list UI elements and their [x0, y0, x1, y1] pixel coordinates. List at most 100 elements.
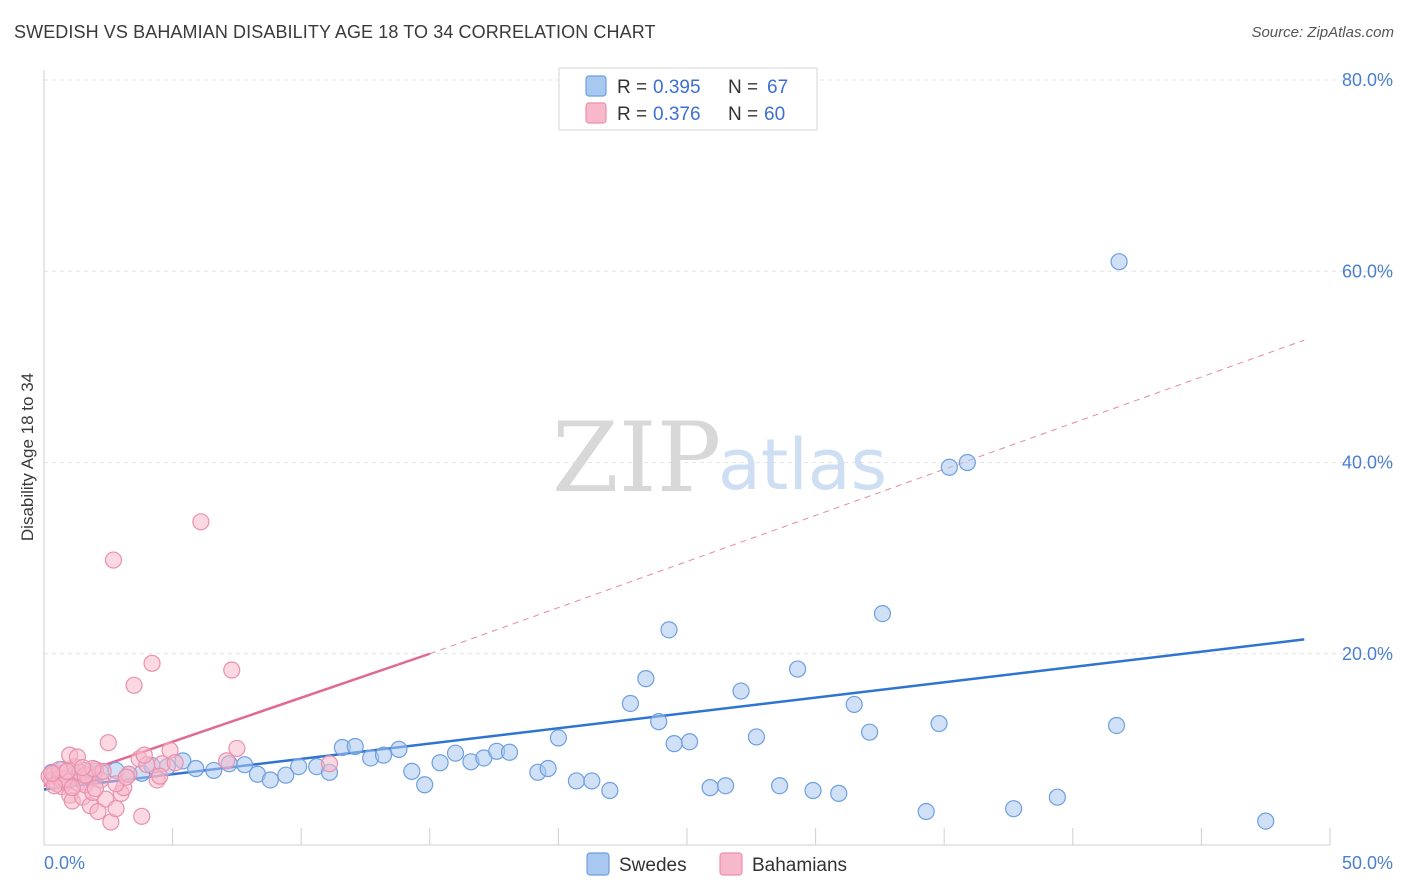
point-swedes-60 [845, 695, 863, 714]
trend-line-bahamians [43, 652, 431, 787]
point-swedes-49 [660, 621, 678, 639]
point-swedes-35 [446, 744, 465, 762]
point-swedes-44 [583, 772, 601, 790]
legend-swatch-bahamians [585, 102, 607, 124]
point-bahamians-54 [86, 779, 105, 798]
point-bahamians-58 [151, 767, 169, 785]
point-swedes-24 [290, 757, 308, 776]
point-swedes-66 [958, 453, 976, 472]
point-swedes-52 [701, 779, 719, 797]
point-swedes-64 [930, 714, 948, 733]
point-swedes-58 [804, 781, 822, 800]
point-bahamians-24 [104, 551, 123, 569]
point-bahamians-33 [143, 654, 161, 672]
point-bahamians-40 [228, 739, 246, 758]
point-swedes-33 [416, 776, 434, 794]
point-swedes-62 [873, 604, 892, 623]
x-tick-label-max: 50.0% [1342, 853, 1393, 873]
point-swedes-50 [665, 735, 683, 753]
point-bahamians-31 [133, 807, 151, 825]
bottom-legend: Swedes Bahamians [586, 852, 847, 876]
legend-r-value-swedes: 0.395 [653, 77, 701, 98]
point-swedes-56 [770, 777, 789, 795]
y-tick-label-20: 20.0% [1342, 644, 1393, 664]
x-tick-label-min: 0.0% [44, 853, 85, 873]
x-ticks [172, 828, 1331, 845]
point-bahamians-41 [218, 752, 236, 770]
point-swedes-20 [236, 756, 254, 774]
y-axis-label: Disability Age 18 to 34 [18, 373, 37, 541]
gridlines [44, 79, 1393, 655]
point-swedes-18 [205, 761, 223, 780]
point-bahamians-19 [89, 802, 107, 821]
legend-r-value-bahamians: 0.376 [653, 104, 701, 125]
point-bahamians-53 [320, 755, 339, 773]
point-swedes-67 [1005, 800, 1023, 818]
point-swedes-69 [1107, 716, 1126, 735]
point-swedes-30 [374, 746, 393, 764]
bottom-legend-label-swedes: Swedes [619, 855, 687, 876]
point-bahamians-56 [73, 758, 92, 777]
point-swedes-68 [1048, 788, 1066, 806]
source-credit: Source: ZipAtlas.com [1251, 24, 1394, 41]
point-bahamians-22 [99, 734, 117, 752]
point-bahamians-55 [58, 762, 76, 780]
trend-lines [43, 339, 1305, 791]
point-bahamians-38 [192, 513, 210, 531]
point-bahamians-25 [107, 800, 125, 818]
scatter-points [40, 253, 1275, 831]
bottom-legend-label-bahamians: Bahamians [752, 855, 847, 876]
point-swedes-59 [830, 784, 848, 802]
point-swedes-47 [637, 670, 655, 688]
legend-n-label-bahamians: N = [728, 104, 758, 125]
point-bahamians-50 [63, 779, 81, 797]
legend-box: R = 0.395 N = 67 R = 0.376 N = 60 [558, 67, 818, 131]
point-swedes-46 [621, 694, 640, 713]
watermark: ZIP atlas [552, 402, 887, 514]
point-swedes-51 [680, 733, 699, 751]
bottom-legend-swatch-bahamians [719, 852, 743, 876]
point-swedes-17 [187, 759, 205, 778]
point-swedes-31 [390, 740, 408, 758]
point-swedes-41 [539, 759, 557, 778]
trend-line-swedes [43, 638, 1305, 791]
bottom-legend-swatch-swedes [586, 852, 610, 876]
point-swedes-55 [747, 728, 766, 746]
point-swedes-42 [549, 729, 568, 747]
point-swedes-39 [500, 743, 519, 761]
y-tick-label-60: 60.0% [1342, 261, 1393, 281]
y-tick-label-40: 40.0% [1342, 453, 1393, 473]
point-swedes-28 [346, 737, 364, 756]
point-swedes-53 [716, 777, 735, 795]
point-swedes-45 [601, 781, 619, 800]
watermark-zip: ZIP [552, 402, 721, 514]
point-swedes-32 [403, 762, 421, 780]
legend-r-label-swedes: R = [617, 77, 647, 98]
point-swedes-65 [940, 458, 958, 476]
point-bahamians-39 [223, 661, 241, 679]
legend-n-label-swedes: N = [728, 77, 758, 98]
point-swedes-22 [261, 771, 279, 789]
watermark-atlas: atlas [718, 424, 887, 506]
point-swedes-48 [650, 713, 668, 731]
point-bahamians-29 [125, 676, 143, 694]
point-bahamians-57 [135, 746, 153, 764]
point-swedes-54 [732, 682, 750, 700]
legend-n-value-swedes: 67 [767, 77, 788, 98]
point-swedes-57 [788, 660, 807, 678]
y-tick-label-80: 80.0% [1342, 70, 1393, 90]
point-swedes-23 [277, 766, 295, 784]
chart-title: SWEDISH VS BAHAMIAN DISABILITY AGE 18 TO… [14, 22, 656, 42]
point-swedes-61 [861, 723, 879, 741]
legend-n-value-bahamians: 60 [764, 104, 785, 125]
point-swedes-63 [917, 802, 935, 821]
point-bahamians-59 [43, 764, 61, 782]
trend-line-bahamians-extension [429, 339, 1305, 655]
point-swedes-71 [1257, 812, 1275, 830]
point-swedes-70 [1110, 253, 1128, 271]
point-bahamians-52 [117, 768, 135, 786]
point-swedes-34 [431, 754, 449, 772]
legend-r-label-bahamians: R = [617, 104, 647, 125]
point-bahamians-37 [166, 754, 184, 772]
y-tick-labels: 20.0% 40.0% 60.0% 80.0% [1342, 70, 1393, 664]
